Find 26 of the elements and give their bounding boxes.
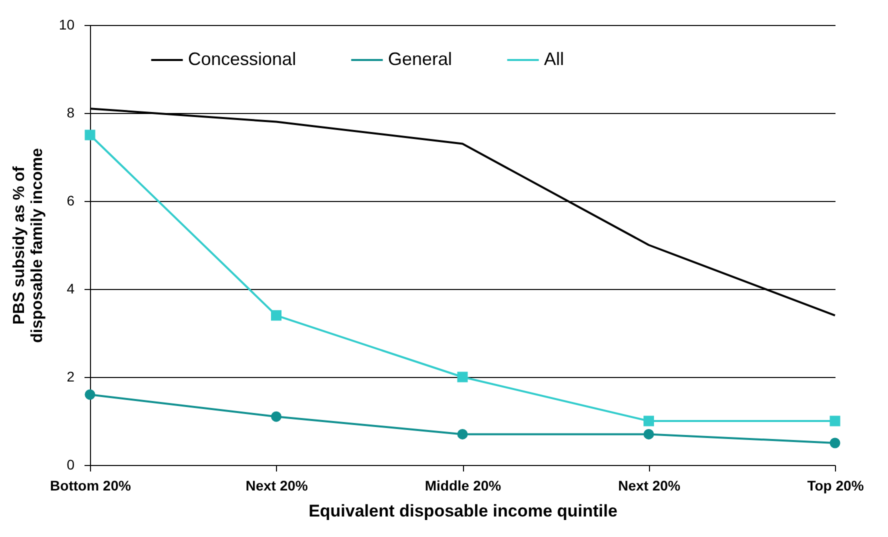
point [457, 428, 468, 440]
point [830, 416, 840, 426]
x-tick-label: Top 20% [807, 478, 864, 494]
point [84, 130, 96, 140]
y-tick-label: 6 [66, 192, 75, 208]
y-tick-label: 4 [66, 280, 75, 296]
point [457, 372, 468, 382]
x-tick-label: Next 20% [246, 478, 308, 494]
point [271, 411, 282, 422]
x-axis-title: Equivalent disposable income quintile [308, 502, 618, 520]
x-tick-label: Middle 20% [424, 478, 502, 494]
legend-label: All [544, 49, 564, 69]
point [644, 428, 654, 440]
legend-label: General [388, 49, 452, 69]
y-tick-label: 8 [66, 104, 75, 120]
y-tick-label: 0 [66, 456, 75, 472]
point [271, 310, 282, 321]
point [84, 389, 96, 400]
x-tick-label: Bottom 20% [50, 478, 132, 494]
point [644, 416, 654, 426]
y-tick-label: 2 [66, 368, 75, 384]
legend-label: Concessional [188, 49, 296, 69]
y-axis-title: PBS subsidy as % of disposable family income [10, 148, 46, 343]
y-tick-label: 10 [58, 16, 75, 32]
point [830, 438, 840, 448]
x-tick-label: Next 20% [618, 478, 681, 494]
